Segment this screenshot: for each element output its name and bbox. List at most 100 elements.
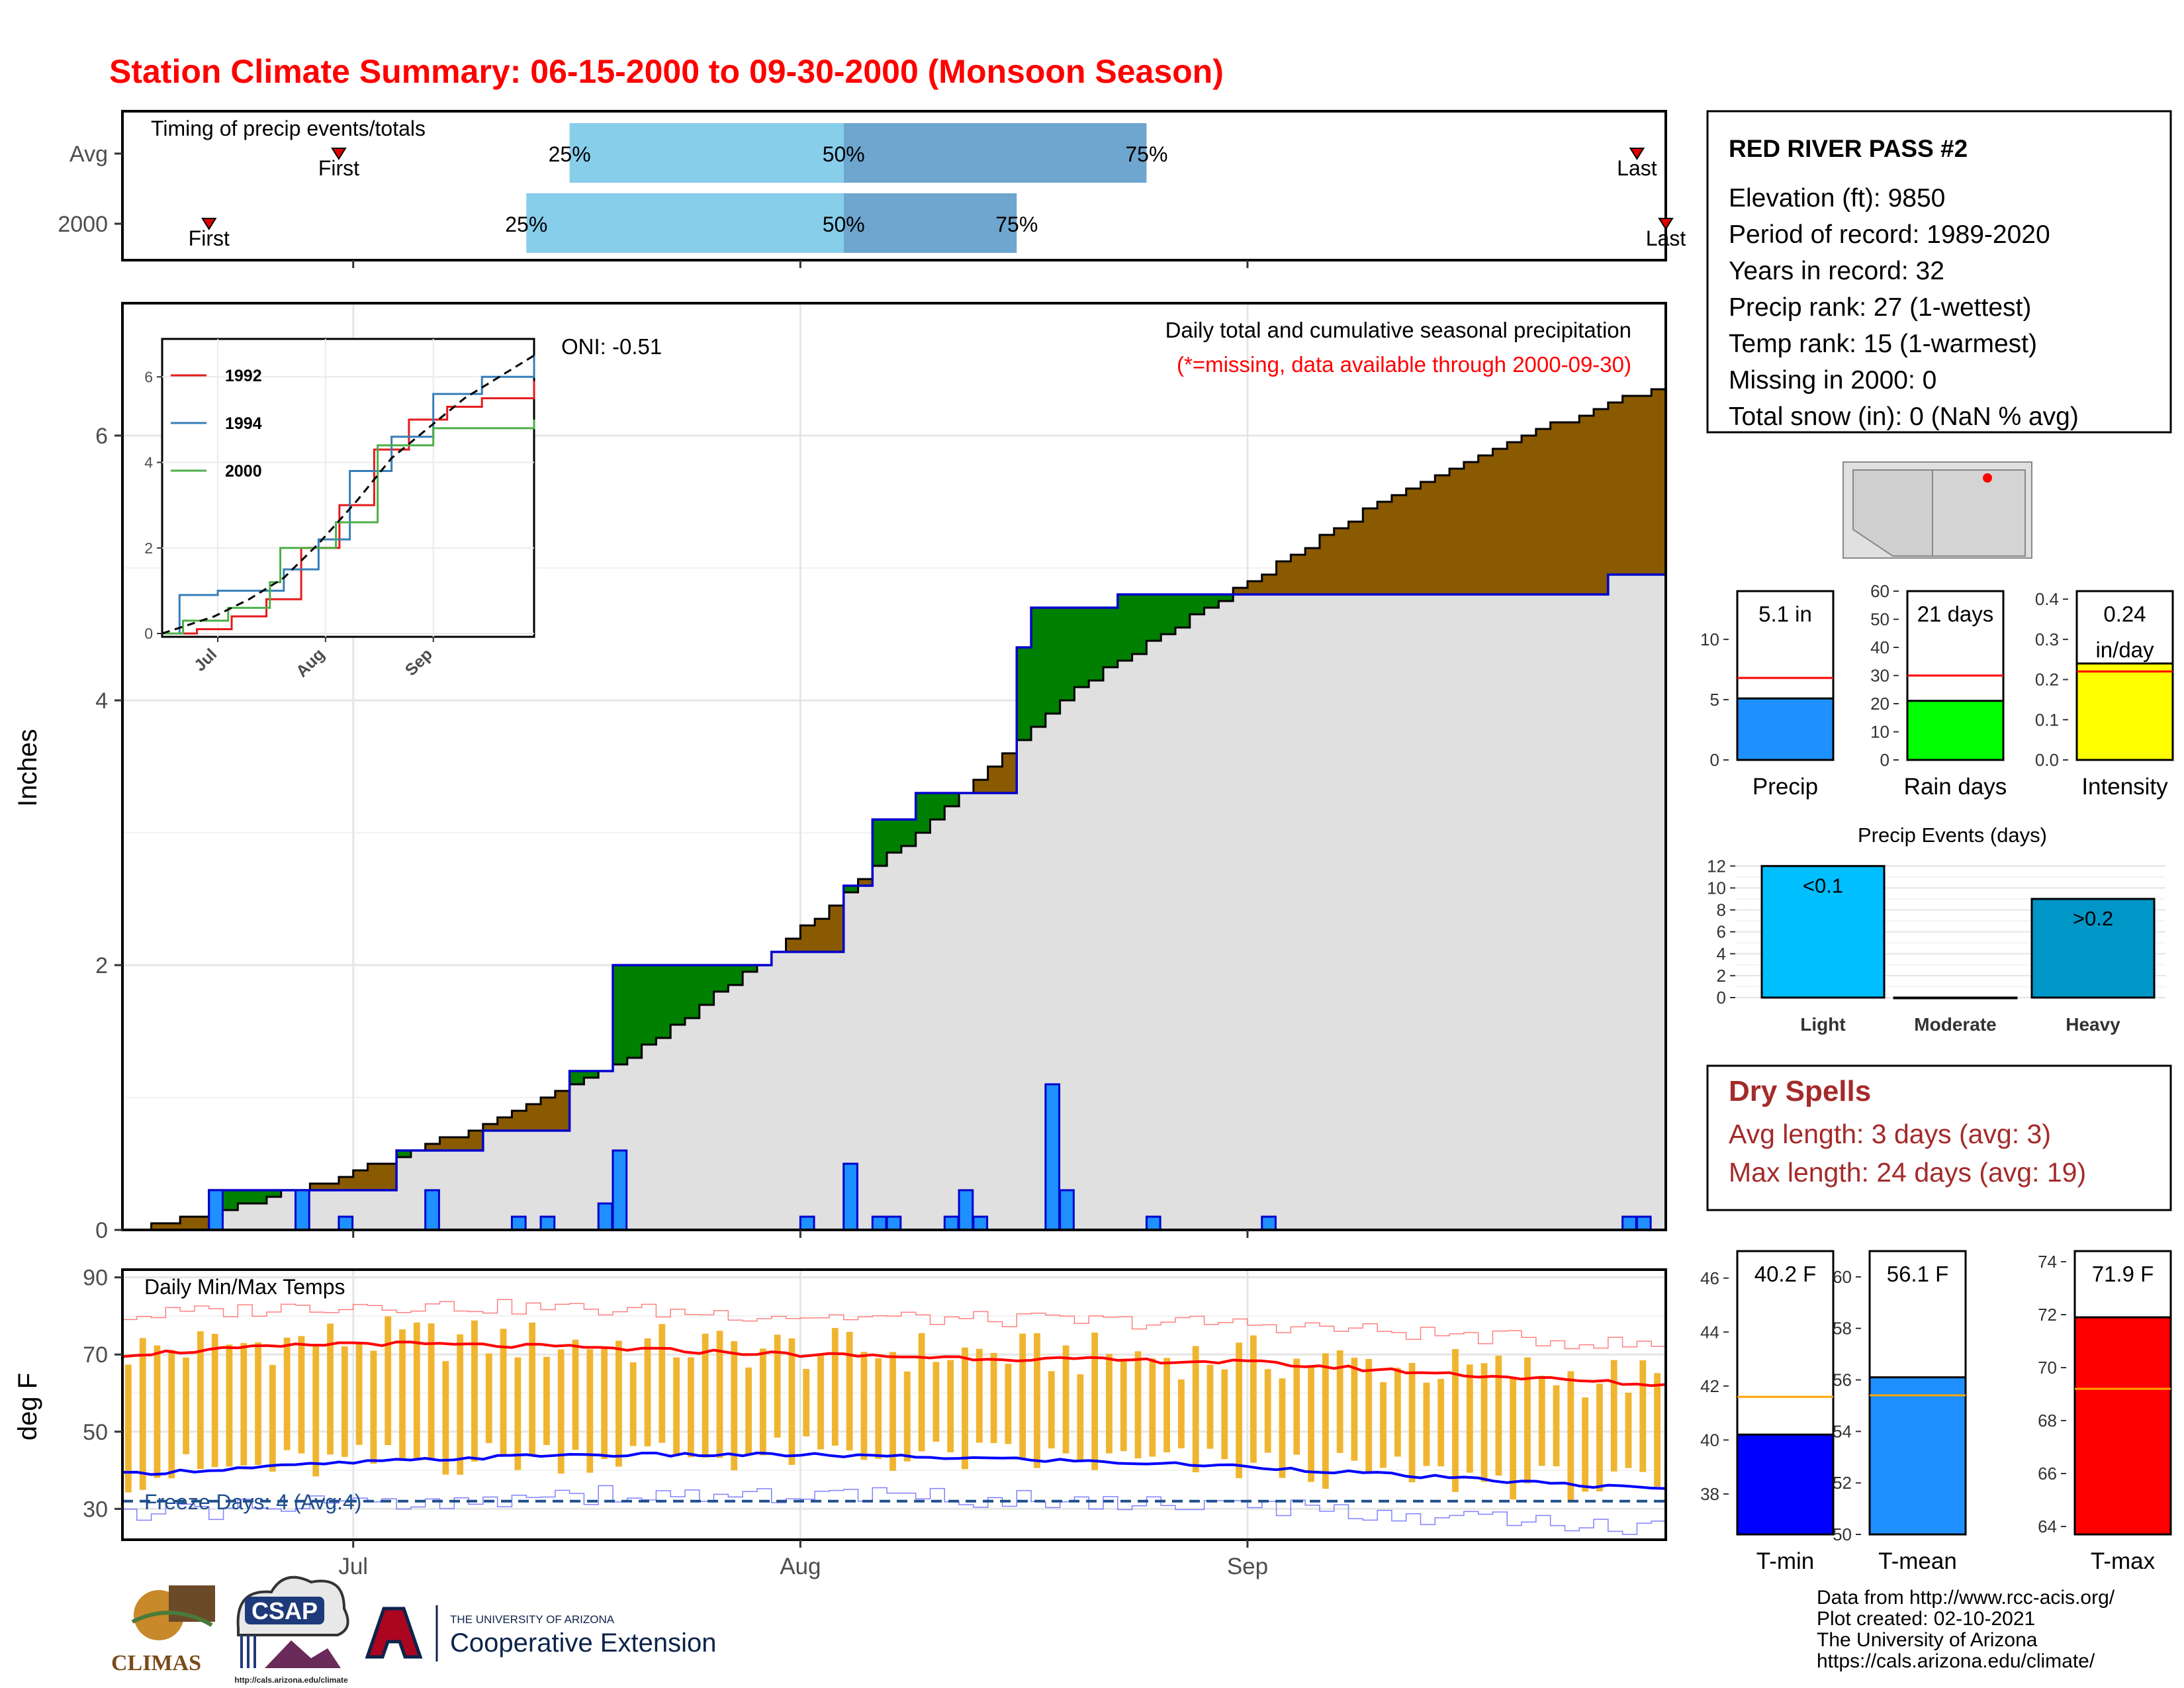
footer-line: https://cals.arizona.edu/climate/ [1817,1650,2095,1672]
precip-missing-note: (*=missing, data available through 2000-… [1177,352,1631,377]
intensity-summary-y-tick-label: 0.2 [2035,670,2059,690]
events-y-tick-label: 4 [1717,944,1726,964]
deficit-area [1348,522,1363,594]
precip-y-tick-label: 6 [95,424,108,449]
deficit-area [1622,396,1638,575]
inset-legend-label: 2000 [225,462,262,481]
deficit-area [1377,502,1392,594]
inset-line-1992 [162,381,535,635]
tmax-summary-y-tick-label: 70 [2038,1358,2057,1378]
deficit-area [1507,442,1522,594]
deficit-area [1565,422,1580,594]
station-info-line: Precip rank: 27 (1-wettest) [1729,293,2031,322]
daily-precip-bar [1261,1215,1277,1231]
surplus-area [238,1190,253,1203]
precip-summary-y-tick-label: 10 [1700,630,1719,649]
station-info-box: RED RIVER PASS #2 Elevation (ft): 9850 Pe… [1706,110,2172,434]
surplus-area [1161,594,1176,634]
daily-temp-bar [327,1323,334,1455]
surplus-area [1045,608,1061,714]
daily-temp-bar [1510,1379,1517,1500]
inset-y-tick-label: 6 [144,368,153,385]
deficit-area [497,1117,513,1131]
surplus-area [656,965,671,1038]
csap-logo: CSAP http://cals.arizona.edu/climate [234,1575,349,1685]
inset-y-tick-label: 4 [144,454,153,471]
map-state-arizona [1852,469,1933,557]
daily-temp-bar [644,1338,651,1446]
average-cumulative-line [122,383,1667,1231]
rain-days-summary-y-tick-label: 10 [1870,722,1889,742]
deficit-area [1261,575,1277,594]
tmean-summary: 50 52 54 56 58 60 56.1 F T-mean [1833,1250,1967,1574]
inset-y-tick-label: 2 [144,539,153,557]
timing-label: Timing of precip events/totals [151,117,426,140]
inset-legend-label: 1992 [225,367,262,385]
intensity-summary-y-tick-label: 0.4 [2035,589,2059,609]
daily-temp-bar [903,1371,911,1462]
inset-frame [161,338,535,638]
surplus-area [1089,608,1104,680]
daily-temp-bar [1423,1382,1430,1466]
daily-temp-bar [962,1347,968,1470]
daily-temp-bar [572,1339,579,1450]
deficit-area [469,1131,484,1150]
deficit-area [1002,753,1017,793]
daily-precip-bar [842,1162,858,1231]
deficit-area [512,1111,527,1131]
surplus-area [584,1071,599,1078]
footer-line: Plot created: 02-10-2021 [1817,1608,2035,1630]
daily-temp-bar [1206,1364,1214,1449]
surplus-area [843,886,859,892]
deficit-area [555,1091,570,1131]
ua-logo: THE UNIVERSITY OF ARIZONA Cooperative Ex… [365,1605,716,1662]
temp-frame [121,1268,1667,1541]
rain-days-summary-y-tick-label: 40 [1870,637,1889,657]
surplus-area [223,1190,238,1210]
tmin-summary-value-label: 40.2 F [1754,1262,1817,1286]
daily-temp-bar [1567,1371,1574,1503]
precip-events-chart: Precip Events (days) <0.1 Light Moderate >0… [1707,823,2165,1035]
event-bar-label: <0.1 [1803,874,1843,897]
daily-temp-bar [125,1364,132,1493]
daily-temp-bar [1538,1376,1545,1466]
surplus-area [1175,594,1191,628]
temp-y-tick-label: 50 [83,1420,108,1445]
daily-temp-bar [240,1342,248,1466]
locator-map [1843,461,2032,559]
daily-precip-bar [972,1215,989,1231]
first-event-marker [331,148,347,160]
daily-precip-bar [871,1215,887,1231]
deficit-area [1247,581,1263,594]
daily-temp-bar [702,1333,709,1458]
first-event-marker [201,218,217,230]
tmin-summary-y-tick-label: 38 [1700,1484,1719,1504]
daily-temp-bar [1466,1364,1473,1473]
precip-y-axis: 0 2 4 6 [95,424,1249,1243]
daily-temp-bar [1192,1346,1199,1473]
temp-y-tick-label: 30 [83,1497,108,1522]
tmax-summary-value-label: 71.9 F [2092,1262,2154,1286]
timing-panel: Timing of precip events/totals 25% 50% 75%… [58,110,1686,268]
daily-temp-bar [543,1356,550,1445]
daily-precip-bar [799,1215,815,1231]
daily-temp-bar [1005,1364,1012,1444]
deficit-area [367,1164,383,1190]
daily-temp-bar [1380,1382,1387,1468]
daily-precip-bar [208,1189,224,1231]
daily-temp-bar [759,1348,766,1456]
daily-temp-bar [716,1331,723,1458]
daily-precip-bar [943,1215,960,1231]
deficit-area [310,1184,325,1190]
surplus-area [901,820,917,846]
daily-temp-bar [731,1341,738,1471]
event-category-label: Moderate [1914,1014,1996,1035]
temp-y-tick-label: 70 [83,1342,108,1368]
deficit-area [1291,555,1306,594]
deficit-area [1435,475,1450,594]
daily-temp-bar [514,1357,522,1470]
daily-temp-bar [889,1352,896,1471]
surplus-area [1204,594,1219,608]
csap-wordmark: CSAP [251,1597,318,1624]
